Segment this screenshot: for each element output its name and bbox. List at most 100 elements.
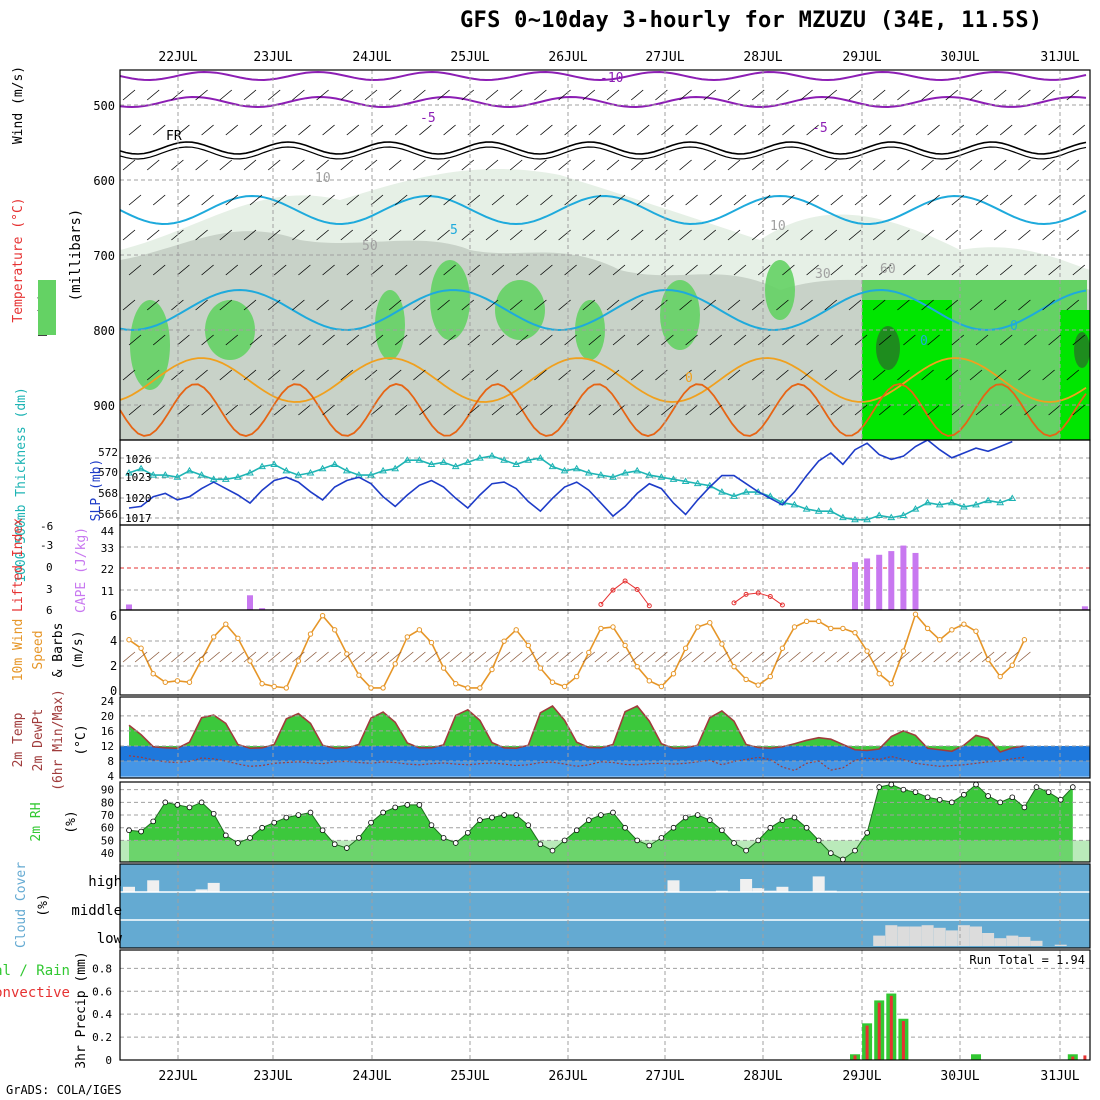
wind-barb: [685, 194, 698, 206]
rh2m-marker: [319, 827, 326, 834]
rh2m-marker: [537, 841, 544, 848]
wind10-marker: [150, 671, 156, 677]
wind-barb: [1024, 334, 1037, 346]
wind-barb: [612, 124, 626, 136]
wind-barb: [945, 369, 959, 381]
wind-barb: [897, 369, 910, 381]
wind-barb: [757, 334, 771, 346]
thickness-marker: [681, 477, 690, 484]
rh2m-marker: [815, 837, 822, 844]
wind-barb: [800, 229, 813, 241]
thickness-marker: [887, 513, 896, 521]
wind10-marker: [332, 627, 338, 633]
rh2m-marker: [755, 837, 761, 844]
wind-barb: [225, 194, 239, 206]
wind-barb: [945, 229, 959, 241]
thickness-marker: [645, 471, 654, 478]
precip-tick: 0.4: [92, 1008, 112, 1021]
wind10-barb: [981, 651, 995, 663]
wind-barb: [606, 369, 620, 381]
wind10-marker: [174, 678, 181, 684]
cape-tick: 22: [101, 563, 114, 576]
day-label-top: 23JUL: [253, 50, 292, 65]
wind10-tick: 4: [110, 634, 117, 648]
wind10-barb: [534, 651, 547, 663]
wind-barb: [225, 334, 239, 346]
wind-barb: [152, 194, 166, 206]
precip-conv-bar: [1071, 1056, 1075, 1060]
wind-barb: [824, 89, 838, 101]
rh2m-marker: [840, 856, 846, 863]
wind-barb: [443, 334, 456, 346]
wind10-marker: [912, 611, 919, 617]
wind-barb: [872, 369, 886, 381]
wind-barb: [491, 404, 505, 416]
thickness-marker: [597, 471, 605, 478]
rh2m-marker: [549, 847, 556, 854]
rh-legend-swatch: [38, 280, 56, 335]
wind-barb: [872, 299, 886, 311]
wind-barb: [703, 229, 717, 241]
wind-barb: [655, 89, 668, 101]
wind-barb: [993, 159, 1007, 171]
wind-barb: [999, 334, 1013, 346]
wind10-marker: [779, 645, 786, 651]
rh2m-marker: [295, 812, 302, 818]
day-label-top: 28JUL: [743, 50, 782, 65]
wind-barb: [999, 404, 1013, 416]
cloud-high-gap: [812, 876, 825, 892]
precip-conv-bar: [901, 1021, 905, 1060]
wind10-barb: [957, 651, 971, 663]
wind-barb: [782, 334, 795, 346]
isotherm-5: [119, 194, 1087, 226]
wind-barb: [824, 369, 838, 381]
temp2m-axis-label-1: 2m Temp: [11, 712, 26, 767]
wind10-barb: [376, 651, 390, 663]
thickness-marker: [367, 471, 375, 478]
wind10-marker: [743, 676, 749, 683]
wind10-marker: [646, 678, 652, 684]
wind10-barb: [497, 651, 511, 663]
wind-barb: [413, 159, 426, 171]
wind10-barb: [885, 651, 898, 663]
wind-barb: [1072, 124, 1086, 136]
temp2m-tick: 16: [101, 725, 114, 738]
wind-barb: [733, 194, 747, 206]
wind-barb: [824, 229, 838, 241]
wind-barb: [564, 334, 577, 346]
precip-label-total: tal / Rain: [0, 963, 70, 979]
wind10-barb: [352, 651, 366, 663]
wind10-marker: [561, 683, 568, 690]
wind10-barb: [183, 651, 196, 663]
wind-barb: [751, 229, 765, 241]
wind-barb: [146, 369, 160, 381]
thickness-marker: [621, 468, 629, 476]
rh2m-marker: [1009, 794, 1016, 801]
wind10-barb: [715, 651, 729, 663]
wind-barb: [558, 229, 571, 241]
wind-barb: [485, 89, 499, 101]
wind-barb: [661, 124, 674, 136]
wind-barb: [1042, 159, 1055, 171]
contour-label: 0: [685, 371, 693, 386]
cloud-axis-label-unit: (%): [36, 893, 51, 916]
rh2m-frame: [119, 781, 1091, 863]
thickness-marker: [270, 460, 279, 467]
wind10-marker: [888, 680, 894, 687]
wind10-barb: [388, 651, 402, 663]
wind-barb: [249, 194, 263, 206]
wind-barb: [534, 159, 547, 171]
cape-bar: [259, 608, 266, 610]
slp-line: [128, 439, 1013, 518]
wind10-barb: [945, 651, 959, 663]
wind10-marker: [1021, 637, 1028, 643]
wind-barb: [225, 264, 239, 276]
rh2m-marker: [1033, 784, 1040, 790]
wind-barb: [394, 194, 408, 206]
rh2m-marker: [223, 832, 229, 839]
rh2m-tick: 80: [101, 796, 114, 809]
wind10-barb: [485, 651, 499, 663]
day-label-bottom: 26JUL: [548, 1069, 587, 1084]
wind-barb: [897, 159, 910, 171]
thickness-marker: [911, 505, 920, 512]
